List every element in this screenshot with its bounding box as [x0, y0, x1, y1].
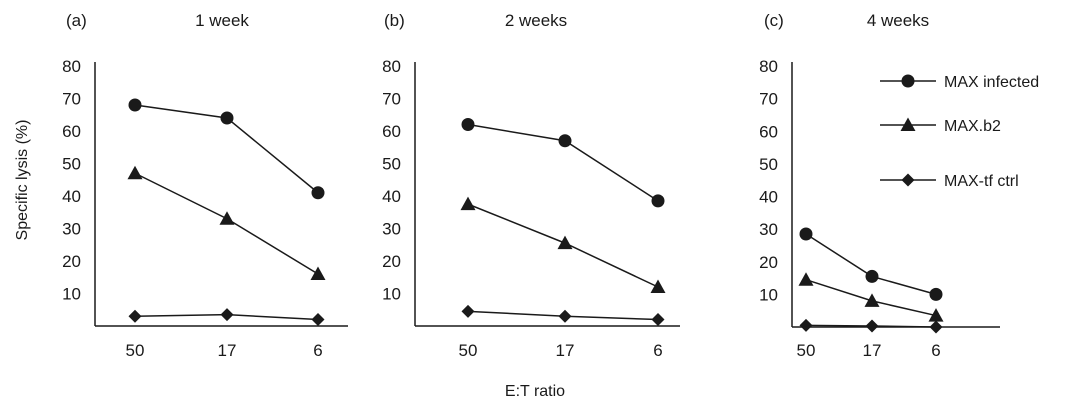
y-tick-label: 60	[382, 122, 401, 141]
data-point	[128, 98, 142, 112]
panel-title: 2 weeks	[505, 11, 567, 30]
y-tick-label: 20	[62, 252, 81, 271]
legend-entry: MAX.b2	[880, 117, 1001, 135]
data-point	[311, 186, 325, 200]
y-tick-label: 60	[62, 122, 81, 141]
data-point	[865, 269, 879, 283]
data-point	[651, 313, 665, 326]
series-max-tf-ctrl	[461, 304, 665, 326]
legend-label: MAX infected	[944, 74, 1039, 91]
y-tick-label: 50	[759, 155, 778, 174]
panel-label: (a)	[66, 11, 87, 30]
y-tick-label: 10	[382, 285, 401, 304]
panel-title: 1 week	[195, 11, 249, 30]
series-max-infected	[461, 118, 665, 208]
series-max-tf-ctrl	[128, 308, 325, 326]
y-tick-label: 30	[759, 220, 778, 239]
y-tick-label: 80	[759, 57, 778, 76]
y-tick-label: 40	[382, 187, 401, 206]
y-tick-label: 80	[62, 57, 81, 76]
panel-label: (c)	[764, 11, 784, 30]
panel-label: (b)	[384, 11, 405, 30]
series-max-infected	[799, 227, 943, 301]
data-point	[460, 196, 476, 211]
series-max-b2	[460, 196, 666, 293]
data-point	[128, 309, 142, 323]
y-tick-label: 20	[759, 253, 778, 272]
series-max-infected	[128, 98, 325, 200]
data-point	[127, 165, 143, 180]
data-point	[310, 266, 326, 280]
x-tick-label: 17	[556, 341, 575, 360]
data-point	[311, 313, 325, 326]
data-point	[558, 134, 572, 148]
data-point	[461, 304, 475, 318]
legend-label: MAX-tf ctrl	[944, 173, 1019, 190]
x-tick-label: 50	[126, 341, 145, 360]
x-tick-label: 6	[313, 341, 322, 360]
data-point	[557, 235, 573, 250]
y-axis-label: Specific lysis (%)	[14, 120, 31, 241]
data-point	[799, 318, 813, 332]
data-point	[865, 319, 879, 333]
data-point	[219, 211, 235, 225]
y-tick-label: 30	[62, 220, 81, 239]
y-tick-label: 70	[759, 90, 778, 109]
data-point	[651, 194, 665, 208]
data-point	[799, 227, 813, 241]
legend-marker-diamond	[901, 173, 915, 187]
series-max-b2	[127, 165, 326, 280]
data-point	[558, 309, 572, 323]
panel-title: 4 weeks	[867, 11, 929, 30]
series-max-b2	[798, 272, 944, 322]
data-point	[864, 293, 880, 307]
data-point	[929, 287, 943, 301]
data-point	[220, 111, 234, 125]
data-point	[929, 320, 943, 334]
y-tick-label: 60	[759, 122, 778, 141]
y-tick-label: 10	[62, 285, 81, 304]
y-tick-label: 50	[382, 155, 401, 174]
legend-marker-circle	[901, 74, 915, 88]
y-tick-label: 30	[382, 220, 401, 239]
legend-entry: MAX-tf ctrl	[880, 173, 1019, 190]
data-point	[461, 118, 475, 131]
y-tick-label: 70	[62, 90, 81, 109]
legend: MAX infected MAX.b2 MAX-tf ctrl	[880, 74, 1039, 190]
series-max-tf-ctrl	[799, 318, 943, 334]
y-tick-label: 40	[62, 187, 81, 206]
y-tick-label: 80	[382, 57, 401, 76]
legend-label: MAX.b2	[944, 118, 1001, 135]
y-tick-label: 50	[62, 155, 81, 174]
data-point	[928, 308, 944, 322]
panel-b: (b) 2 weeks 10 20 30 40 50 60 70 80 50 17 6	[382, 11, 680, 360]
panel-a: (a) 1 week 10 20 30 40 50 60 70 80 50 17 6	[62, 11, 348, 360]
data-point	[220, 308, 234, 322]
x-axis-label: E:T ratio	[505, 383, 565, 400]
data-point	[650, 279, 666, 293]
x-tick-label: 17	[218, 341, 237, 360]
x-tick-label: 50	[797, 341, 816, 360]
x-tick-label: 6	[931, 341, 940, 360]
y-tick-label: 20	[382, 252, 401, 271]
x-tick-label: 50	[459, 341, 478, 360]
x-tick-label: 6	[653, 341, 662, 360]
panel-c: (c) 4 weeks 10 20 30 40 50 60 70 80 50 17 6	[759, 11, 1000, 360]
legend-entry: MAX infected	[880, 74, 1039, 91]
data-point	[798, 272, 814, 286]
y-tick-label: 70	[382, 90, 401, 109]
y-tick-label: 10	[759, 285, 778, 304]
x-tick-label: 17	[863, 341, 882, 360]
panels: (a) 1 week 10 20 30 40 50 60 70 80 50 17 6 (b) 2 weeks…	[62, 11, 1000, 360]
y-tick-label: 40	[759, 188, 778, 207]
legend-marker-triangle	[900, 117, 916, 131]
